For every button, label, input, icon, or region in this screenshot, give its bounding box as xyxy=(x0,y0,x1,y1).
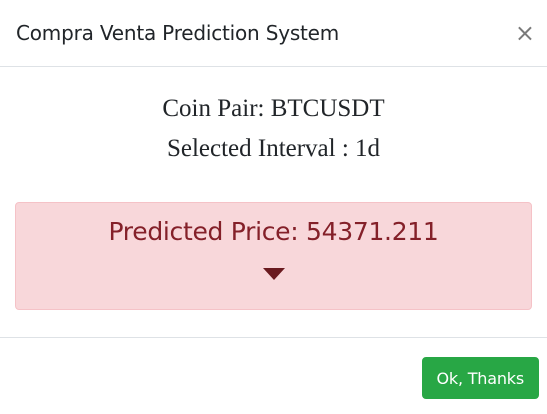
selected-interval-text: Selected Interval : 1d xyxy=(166,135,381,162)
predicted-price-alert: Predicted Price: 54371.211 xyxy=(15,202,532,310)
caret-down-icon xyxy=(262,268,285,280)
predicted-price-text: Predicted Price: 54371.211 xyxy=(108,217,439,246)
modal-title: Compra Venta Prediction System xyxy=(16,21,340,45)
ok-thanks-button[interactable]: Ok, Thanks xyxy=(421,357,539,399)
modal-body: Coin Pair: BTCUSDT Selected Interval : 1… xyxy=(0,67,547,338)
modal-footer: Ok, Thanks xyxy=(0,338,547,414)
modal-header: Compra Venta Prediction System × xyxy=(0,0,547,67)
coin-pair-text: Coin Pair: BTCUSDT xyxy=(162,95,385,122)
close-icon[interactable]: × xyxy=(514,19,535,47)
